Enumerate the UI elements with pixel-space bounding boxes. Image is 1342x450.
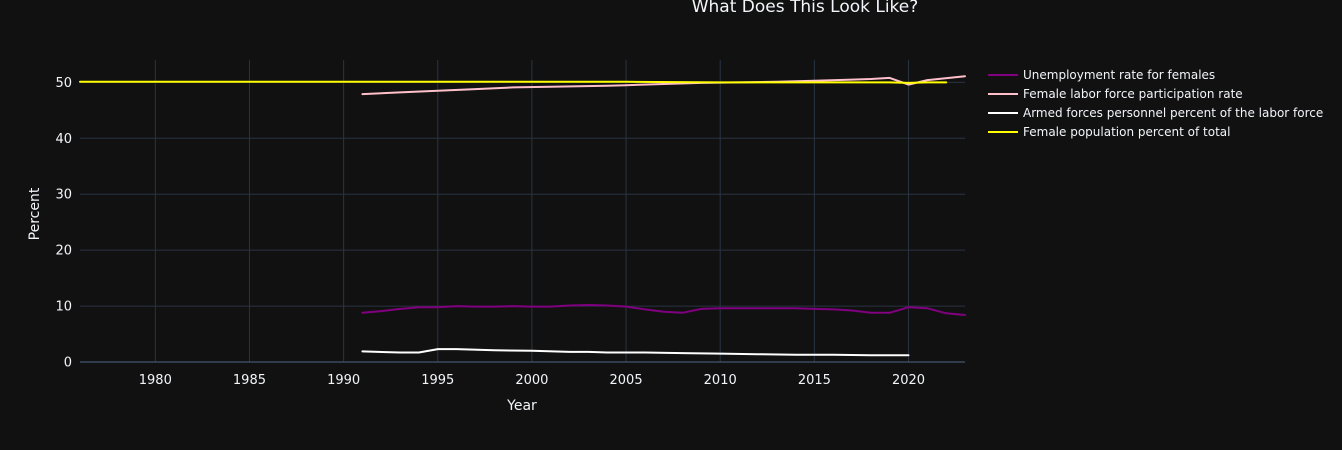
x-tick-label: 2005 [610,373,643,388]
y-tick-label: 50 [55,76,72,91]
x-tick-label: 2000 [515,373,548,388]
series-line-population [79,80,948,84]
x-axis-title: Year [506,398,537,414]
y-axis-title: Percent [27,187,43,240]
series-line-participation [361,75,966,96]
y-axis-ticks: 0 10 20 30 40 50 [55,76,72,371]
y-tick-label: 30 [55,188,72,203]
legend-item-armed-forces[interactable]: Armed forces personnel percent of the la… [988,106,1323,120]
legend-label-participation: Female labor force participation rate [1023,87,1243,101]
x-axis-ticks: 1980 1985 1990 1995 2000 2005 2010 2015 2020 [139,373,925,388]
legend-label-unemployment: Unemployment rate for females [1023,68,1215,82]
series-lines [79,75,966,357]
x-tick-label: 1985 [233,373,266,388]
x-tick-label: 1980 [139,373,172,388]
x-tick-label: 2015 [798,373,831,388]
legend-label-population: Female population percent of total [1023,125,1230,139]
legend-item-unemployment[interactable]: Unemployment rate for females [988,68,1215,82]
legend-label-armed-forces: Armed forces personnel percent of the la… [1023,106,1323,120]
legend[interactable]: Unemployment rate for females Female lab… [988,68,1323,139]
y-tick-label: 20 [55,244,72,259]
y-tick-label: 0 [64,356,72,371]
grid [80,60,965,363]
x-tick-label: 1995 [421,373,454,388]
chart-title: What Does This Look Like? [692,0,919,17]
series-line-unemployment [361,304,966,316]
series-line-armed-forces [361,348,910,357]
y-tick-label: 40 [55,132,72,147]
x-tick-label: 1990 [327,373,360,388]
legend-item-population[interactable]: Female population percent of total [988,125,1230,139]
y-tick-label: 10 [55,300,72,315]
x-tick-label: 2010 [704,373,737,388]
x-tick-label: 2020 [892,373,925,388]
legend-item-participation[interactable]: Female labor force participation rate [988,87,1243,101]
